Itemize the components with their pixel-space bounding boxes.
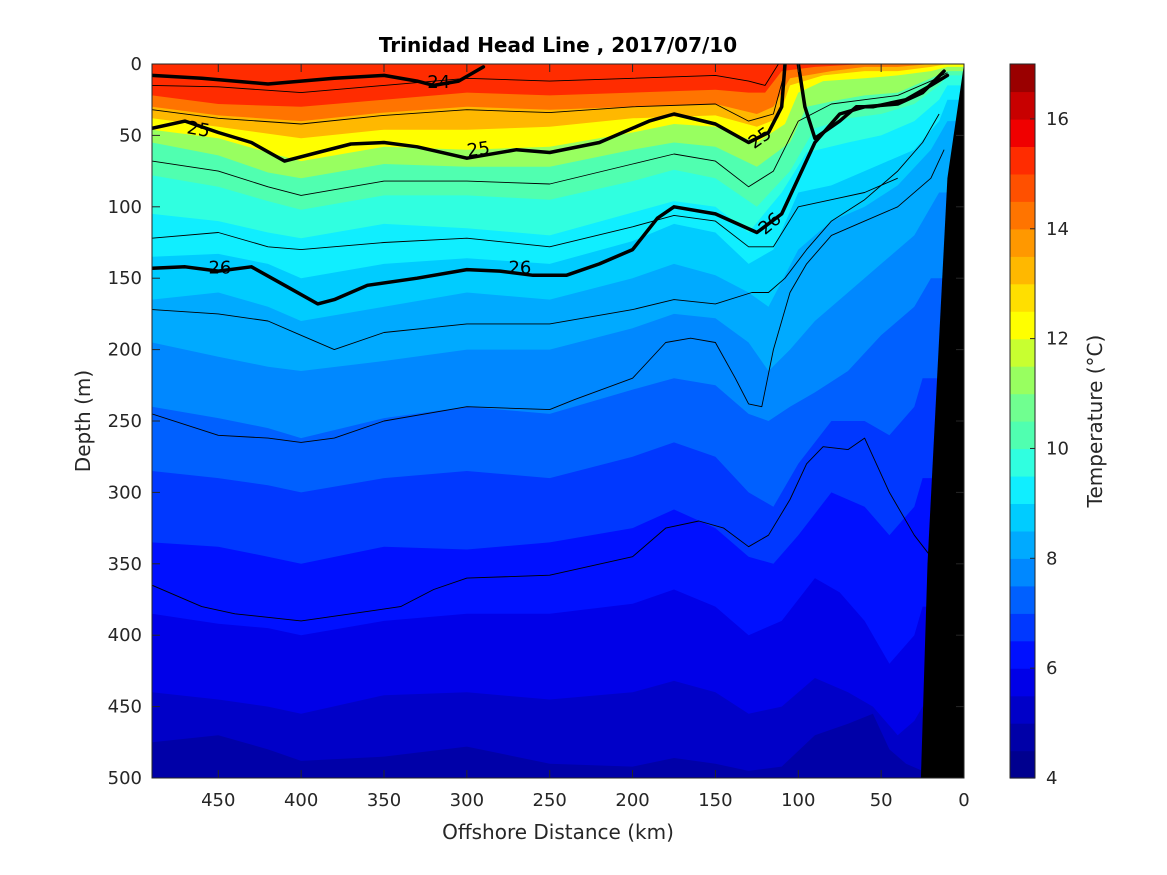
contour-label: 26 [508,258,531,279]
colorbar-tick-label: 4 [1046,768,1057,789]
y-axis: 0 50 100 150 200 250 300 350 400 450 500 [108,54,964,789]
colorbar-level [1010,366,1035,395]
y-tick-label: 0 [131,54,142,75]
contour-label: 25 [466,138,492,162]
y-tick-label: 300 [108,482,142,503]
contour-label-text: 26 [508,258,531,279]
thin-contour-line [152,437,932,622]
thin-contour-line [152,149,945,443]
y-axis-label: Depth (m) [71,370,95,472]
colorbar-level [1010,228,1035,257]
x-tick-label: 0 [958,790,969,811]
thin-contour-line [152,113,940,351]
colorbar-tick-label: 16 [1046,109,1069,130]
colorbar-tick-label: 10 [1046,438,1069,459]
contour-label-text: 25 [185,117,211,142]
temperature-bands [152,64,964,778]
thin-contour-line [152,70,786,125]
colorbar-tick-label: 6 [1046,658,1057,679]
temperature-band [152,713,964,778]
x-axis-label: Offshore Distance (km) [442,820,674,844]
colorbar-level [1010,338,1035,367]
colorbar-level [1010,118,1035,147]
contour-label-text: 24 [427,72,450,93]
y-tick-label: 250 [108,411,142,432]
contour-label-text: 26 [208,258,231,279]
colorbar-label: Temperature (°C) [1083,335,1107,509]
colorbar-tick-label: 8 [1046,548,1057,569]
colorbar-level [1010,585,1035,614]
x-tick-label: 400 [284,790,318,811]
contour-line-25 [152,64,787,163]
colorbar-tick-label: 12 [1046,329,1069,350]
contour-line-24 [152,65,486,88]
colorbar-level [1010,173,1035,202]
chart-title: Trinidad Head Line , 2017/07/10 [379,33,737,57]
x-tick-label: 200 [615,790,649,811]
colorbar-level [1010,750,1035,779]
y-tick-label: 350 [108,554,142,575]
colorbar [1010,64,1035,779]
thin-contour-line [152,64,779,94]
colorbar-level [1010,530,1035,559]
contour-label: 26 [208,258,231,279]
colorbar-level [1010,91,1035,120]
x-tick-label: 150 [698,790,732,811]
colorbar-tick-label: 14 [1046,219,1069,240]
x-tick-label: 300 [450,790,484,811]
colorbar-level [1010,613,1035,642]
x-tick-label: 100 [781,790,815,811]
colorbar-ticks: 4 6 8 10 12 14 16 [1030,109,1069,789]
x-tick-label: 50 [870,790,893,811]
y-tick-label: 100 [108,197,142,218]
x-tick-label: 250 [533,790,567,811]
y-tick-label: 450 [108,697,142,718]
colorbar-frame [1009,63,1036,779]
colorbar-level [1010,723,1035,752]
coast-land-mask [920,64,964,778]
temperature-band [152,678,964,778]
x-axis: 450 400 350 300 250 200 150 100 50 0 [201,64,970,811]
colorbar-level [1010,201,1035,230]
colorbar-level [1010,558,1035,587]
colorbar-level [1010,256,1035,285]
colorbar-level [1010,503,1035,532]
colorbar-level [1010,283,1035,312]
colorbar-level [1010,393,1035,422]
y-tick-label: 50 [119,125,142,146]
y-tick-label: 150 [108,268,142,289]
colorbar-level [1010,421,1035,450]
y-tick-label: 400 [108,625,142,646]
contour-label: 25 [185,117,211,142]
x-tick-label: 350 [367,790,401,811]
colorbar-level [1010,695,1035,724]
y-tick-label: 200 [108,340,142,361]
contour-label: 24 [427,72,450,93]
colorbar-level [1010,475,1035,504]
colorbar-level [1010,64,1035,93]
land-mask [920,64,964,778]
contour-label-text: 25 [466,138,492,162]
y-tick-label: 500 [108,768,142,789]
colorbar-level [1010,311,1035,340]
x-tick-label: 450 [201,790,235,811]
colorbar-level [1010,146,1035,175]
contour-line-26 [152,69,946,306]
thin-contour-line [152,72,948,196]
thin-contours [152,64,948,622]
colorbar-level [1010,640,1035,669]
thick-contours [152,64,950,306]
colorbar-level [1010,448,1035,477]
colorbar-level [1010,668,1035,697]
